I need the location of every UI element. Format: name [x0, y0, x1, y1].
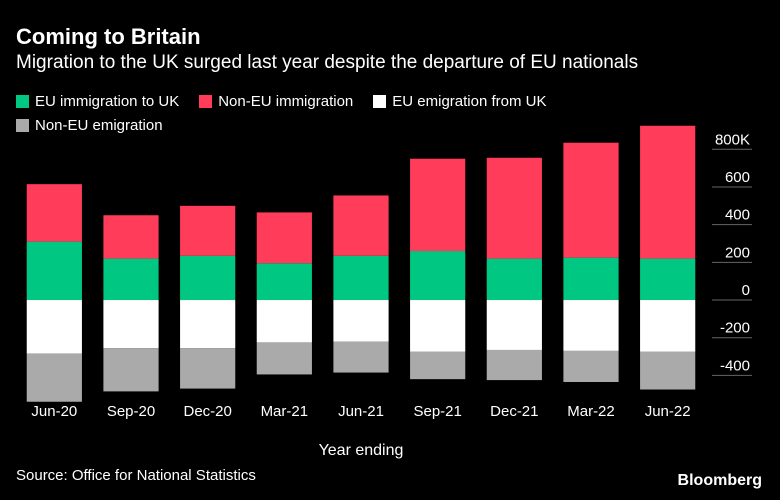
bar-non-eu-immigration-jun-21 — [333, 195, 389, 256]
legend: EU immigration to UK Non-EU immigration … — [16, 90, 636, 136]
bar-non-eu-emigration-dec-20 — [180, 348, 236, 389]
bar-eu-immigration-to-uk-sep-21 — [410, 251, 466, 301]
bar-non-eu-emigration-jun-20 — [26, 353, 82, 402]
legend-swatch-non-eu-immigration — [199, 94, 213, 108]
bar-eu-emigration-from-uk-sep-21 — [410, 300, 466, 352]
legend-swatch-eu-emigration — [373, 94, 387, 108]
bar-non-eu-immigration-jun-20 — [26, 184, 82, 242]
bar-non-eu-immigration-mar-22 — [563, 142, 619, 258]
x-tick-label-jun-21: Jun-21 — [338, 403, 384, 420]
y-tick-label-3: 200 — [725, 244, 750, 261]
bar-non-eu-immigration-dec-21 — [486, 157, 542, 259]
bar-eu-emigration-from-uk-jun-21 — [333, 300, 389, 342]
bar-non-eu-emigration-sep-20 — [103, 348, 159, 392]
bar-non-eu-emigration-sep-21 — [410, 351, 466, 380]
legend-item-eu-immigration: EU immigration to UK — [16, 90, 179, 112]
x-tick-label-dec-20: Dec-20 — [183, 403, 231, 420]
bar-eu-immigration-to-uk-jun-21 — [333, 255, 389, 301]
bar-eu-immigration-to-uk-jun-20 — [26, 241, 82, 301]
bar-eu-emigration-from-uk-dec-21 — [486, 300, 542, 350]
x-tick-label-jun-20: Jun-20 — [31, 403, 77, 420]
bar-non-eu-immigration-sep-21 — [410, 158, 466, 252]
bar-eu-emigration-from-uk-dec-20 — [180, 300, 236, 349]
bar-eu-emigration-from-uk-sep-20 — [103, 300, 159, 349]
x-tick-label-mar-21: Mar-21 — [261, 403, 309, 420]
bar-eu-immigration-to-uk-mar-22 — [563, 257, 619, 301]
legend-item-eu-emigration: EU emigration from UK — [373, 90, 546, 112]
legend-label-non-eu-emigration: Non-EU emigration — [35, 116, 163, 134]
bar-eu-immigration-to-uk-sep-20 — [103, 258, 159, 301]
chart-title: Coming to Britain — [16, 24, 201, 49]
bar-non-eu-immigration-dec-20 — [180, 205, 236, 256]
bar-eu-emigration-from-uk-mar-22 — [563, 300, 619, 351]
legend-label-eu-emigration: EU emigration from UK — [392, 92, 547, 110]
legend-label-non-eu-immigration: Non-EU immigration — [218, 92, 354, 110]
bar-eu-emigration-from-uk-mar-21 — [256, 300, 312, 343]
bar-eu-immigration-to-uk-jun-22 — [640, 258, 696, 301]
x-tick-label-dec-21: Dec-21 — [490, 403, 538, 420]
legend-item-non-eu-emigration: Non-EU emigration — [16, 114, 163, 136]
bloomberg-logo: Bloomberg — [677, 472, 762, 489]
bar-eu-emigration-from-uk-jun-22 — [640, 300, 696, 352]
bar-eu-emigration-from-uk-jun-20 — [26, 300, 82, 354]
bar-eu-immigration-to-uk-mar-21 — [256, 263, 312, 301]
source-note: Source: Office for National Statistics — [16, 467, 256, 484]
x-tick-label-jun-22: Jun-22 — [645, 403, 691, 420]
bar-non-eu-immigration-jun-22 — [640, 125, 696, 259]
bar-non-eu-emigration-dec-21 — [486, 349, 542, 381]
bar-non-eu-immigration-mar-21 — [256, 212, 312, 264]
bar-non-eu-emigration-jun-22 — [640, 351, 696, 390]
x-tick-label-mar-22: Mar-22 — [567, 403, 615, 420]
y-tick-label-1: 600 — [725, 169, 750, 186]
legend-label-eu-immigration: EU immigration to UK — [35, 92, 180, 110]
bar-non-eu-immigration-sep-20 — [103, 215, 159, 259]
y-tick-label-0: 800K — [715, 131, 750, 148]
y-tick-label-6: -400 — [720, 357, 750, 374]
legend-swatch-eu-immigration — [16, 94, 29, 108]
y-tick-label-4: 0 — [742, 282, 750, 299]
y-tick-label-5: -200 — [720, 320, 750, 337]
x-tick-label-sep-20: Sep-20 — [107, 403, 155, 420]
chart-subtitle: Migration to the UK surged last year des… — [16, 52, 639, 73]
legend-swatch-non-eu-emigration — [16, 118, 29, 132]
bar-eu-immigration-to-uk-dec-20 — [180, 255, 236, 301]
legend-item-non-eu-immigration: Non-EU immigration — [199, 90, 353, 112]
bar-non-eu-emigration-jun-21 — [333, 341, 389, 373]
y-tick-label-2: 400 — [725, 207, 750, 224]
x-axis-title: Year ending — [319, 442, 404, 459]
bar-non-eu-emigration-mar-21 — [256, 342, 312, 375]
bar-eu-immigration-to-uk-dec-21 — [486, 258, 542, 301]
bar-non-eu-emigration-mar-22 — [563, 350, 619, 382]
x-tick-label-sep-21: Sep-21 — [413, 403, 461, 420]
